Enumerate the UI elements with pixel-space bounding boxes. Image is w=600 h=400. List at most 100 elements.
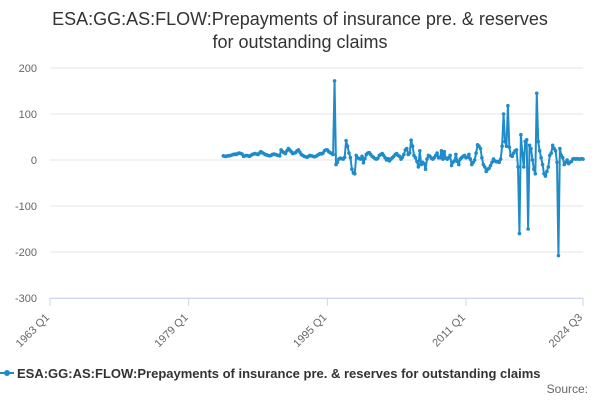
data-point [510,154,515,159]
x-tick-label: 2011 Q1 [430,312,468,350]
x-tick-label: 2024 Q3 [547,312,585,350]
data-point [467,152,471,157]
data-point [487,166,491,171]
legend-swatch-dot [4,370,10,376]
data-point [350,167,354,171]
data-point [537,149,542,153]
chart-title-line-1: ESA:GG:AS:FLOW:Prepayments of insurance … [52,9,548,29]
data-point [448,153,452,158]
data-point [507,145,512,149]
data-point [416,165,421,169]
data-point [441,157,445,161]
x-axis: 1963 Q1 1979 Q1 1995 Q1 2011 Q1 2024 Q3 [14,298,585,350]
data-point [521,165,526,169]
data-point [500,144,504,148]
data-point [352,172,357,176]
data-point [504,144,509,148]
y-tick-label: -100 [15,201,37,213]
data-point [404,146,409,151]
x-tick-label: 1979 Q1 [152,312,190,350]
data-point [549,151,554,155]
series-layer [221,79,585,258]
x-tick-label: 1963 Q1 [14,312,52,350]
y-tick-label: -200 [15,247,37,259]
y-tick-label: -300 [15,293,37,305]
data-point [335,160,340,165]
data-point [555,160,559,165]
data-point [417,149,422,153]
data-point [540,162,545,167]
data-point [529,146,533,151]
chart-title: ESA:GG:AS:FLOW:Prepayments of insurance … [0,8,600,54]
data-point [331,152,335,157]
source-label[interactable]: Source: [546,382,588,396]
data-point [283,151,288,156]
data-point [400,155,405,160]
data-point [345,144,350,148]
data-point [558,146,562,151]
data-point [503,139,507,144]
gridlines [50,67,583,299]
data-point [534,91,539,96]
data-point [530,158,535,162]
data-point [543,174,548,178]
data-point [536,139,541,144]
data-point [439,149,444,153]
data-point [514,148,519,152]
x-tick-label: 1995 Q1 [291,312,329,350]
legend-label: ESA:GG:AS:FLOW:Prepayments of insurance … [17,365,541,381]
legend-swatch-icon [0,368,14,378]
data-point [533,172,538,176]
legend[interactable]: ESA:GG:AS:FLOW:Prepayments of insurance … [0,364,541,382]
data-point [456,162,461,167]
data-point [539,155,543,160]
y-axis: 200 100 0 -100 -200 -300 [15,63,37,305]
data-point [480,155,484,160]
data-point [565,158,569,162]
data-point [468,157,473,161]
data-point [442,149,447,154]
data-point [488,163,493,168]
data-point [277,154,282,158]
data-point [465,155,470,160]
data-point [519,132,523,137]
data-point [553,149,558,153]
data-point [527,143,532,148]
data-point [524,137,529,142]
data-point [454,152,458,157]
data-point [474,151,478,155]
data-point [407,151,412,155]
data-point [438,155,442,160]
data-point [506,103,510,108]
data-point [532,167,536,171]
data-point [516,165,520,169]
data-point [410,144,415,148]
data-point [498,157,503,161]
data-point [347,151,351,155]
data-point [376,156,380,160]
data-point [413,155,418,160]
data-point [402,152,406,157]
data-point [425,157,429,161]
data-point [478,146,483,151]
data-point [490,160,494,165]
data-point [497,160,502,165]
y-tick-label: 100 [19,109,37,121]
data-point [520,151,525,155]
data-point [545,169,549,174]
data-point [342,155,347,160]
y-tick-label: 200 [19,63,37,75]
data-point [344,138,348,143]
y-tick-label: 0 [31,155,37,167]
data-point [360,154,364,159]
data-point [332,79,337,83]
data-point [560,155,565,160]
data-point [517,231,522,236]
data-point [455,159,460,164]
data-point [348,155,353,160]
data-point [422,161,426,166]
chart-title-line-2: for outstanding claims [212,32,388,52]
data-point [415,159,419,164]
data-point [363,156,367,161]
